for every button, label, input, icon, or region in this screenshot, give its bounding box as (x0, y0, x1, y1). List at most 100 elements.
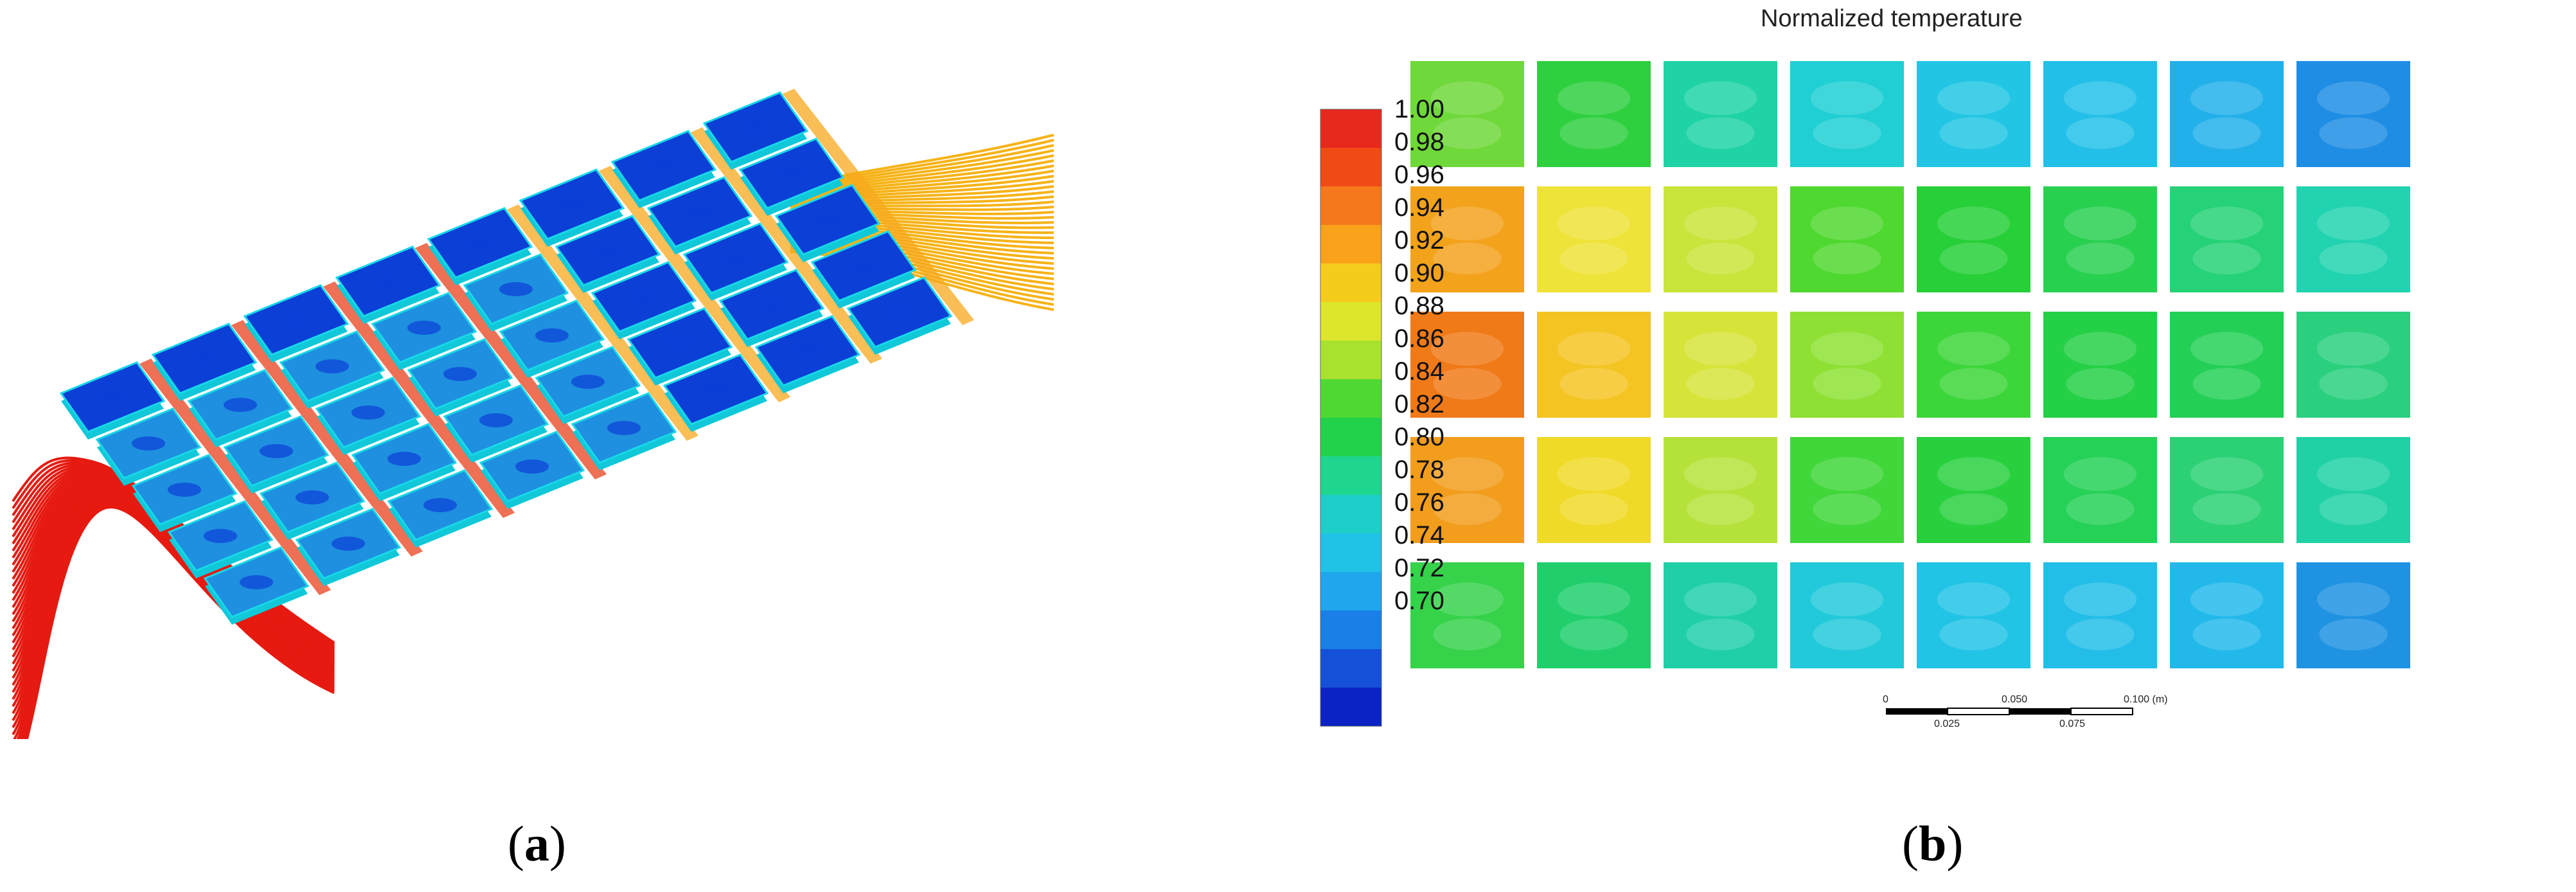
cooling-channel (415, 243, 607, 479)
colorbar-segment (1320, 688, 1381, 726)
colorbar-label: 0.98 (1394, 128, 1444, 156)
colorbar-label: 0.72 (1394, 554, 1444, 582)
contour-cell (1917, 562, 2030, 668)
colorbar-label: 0.70 (1394, 587, 1444, 615)
battery-cell (702, 91, 809, 170)
cooling-channel (783, 89, 974, 325)
colorbar-label: 0.78 (1394, 456, 1444, 484)
battery-cell (555, 215, 661, 293)
contour-cell (1664, 562, 1777, 668)
battery-cell (610, 130, 717, 208)
battery-cell (279, 330, 386, 409)
battery-cell (335, 245, 441, 324)
contour-cell (1537, 437, 1651, 543)
contour-cell (2296, 312, 2410, 418)
battery-cell (519, 168, 625, 247)
cooling-channel (139, 359, 331, 595)
battery-cell (167, 500, 274, 578)
cooling-channel (691, 127, 882, 364)
caption-a: (a) (508, 816, 566, 871)
colorbar-segment (1320, 572, 1381, 611)
battery-cell (187, 369, 294, 447)
contour-cell (2043, 562, 2157, 668)
scale-label-025: 0.025 (1934, 718, 1960, 729)
contour-cell (1917, 312, 2030, 418)
contour-cell (2170, 61, 2284, 167)
colorbar-segment (1320, 302, 1381, 341)
colorbar-label: 0.92 (1394, 226, 1444, 254)
battery-cell (151, 323, 258, 401)
colorbar-label: 0.86 (1394, 325, 1444, 353)
colorbar-segment (1320, 495, 1381, 533)
contour-cell (1790, 437, 1904, 543)
contour-cell (1410, 437, 1524, 543)
colorbar-segment (1320, 148, 1381, 186)
colorbar-label: 0.96 (1394, 161, 1444, 189)
contour-cell (1410, 312, 1524, 418)
cooling-channel (599, 166, 790, 402)
colorbar-label: 1.00 (1394, 95, 1444, 123)
battery-cell (295, 508, 402, 586)
colorbar-segment (1320, 109, 1381, 148)
colorbar-label: 0.82 (1394, 390, 1444, 418)
colorbar-segment (1320, 225, 1381, 263)
contour-cell (2170, 312, 2284, 418)
battery-cell (662, 353, 769, 432)
contour-cell (1790, 312, 1904, 418)
contour-cell (1790, 186, 1904, 292)
battery-module-3d-view (12, 89, 1054, 739)
colorbar-segment (1320, 379, 1381, 418)
contour-cell (1664, 186, 1777, 292)
battery-cell (754, 315, 861, 393)
battery-cell (131, 454, 238, 532)
contour-cell (1917, 437, 2030, 543)
battery-cell (738, 138, 845, 216)
battery-cell (351, 423, 457, 501)
contour-cell (1664, 61, 1777, 167)
battery-cell (718, 269, 825, 347)
contour-cell (1790, 562, 1904, 668)
battery-cell (243, 284, 350, 362)
colorbar-label: 0.80 (1394, 423, 1444, 451)
contour-cells (1410, 61, 2410, 668)
colorbar-label: 0.76 (1394, 488, 1444, 517)
battery-cell (95, 407, 202, 486)
colorbar-segment (1320, 341, 1381, 379)
colorbar-segment (1320, 186, 1381, 225)
battery-cell (223, 415, 330, 494)
battery-cell (387, 469, 493, 548)
battery-cell (315, 377, 422, 455)
battery-cell (646, 176, 753, 254)
contour-cell (2043, 312, 2157, 418)
colorbar-label: 0.88 (1394, 292, 1444, 320)
scale-label-050: 0.050 (2002, 694, 2028, 705)
contour-cell (1410, 61, 1524, 167)
colorbar-label: 0.84 (1394, 357, 1444, 386)
contour-cell (1537, 562, 1651, 668)
contour-cell (2043, 186, 2157, 292)
scale-label-0: 0 (1883, 694, 1888, 705)
contour-cell (2043, 61, 2157, 167)
colorbar-segment (1320, 649, 1381, 688)
cooling-channel (231, 320, 423, 557)
battery-cell (846, 276, 953, 355)
contour-cell (2296, 562, 2410, 668)
streamline (790, 170, 1054, 201)
battery-cell (810, 230, 917, 308)
battery-cell (626, 307, 733, 386)
cooling-channel (507, 204, 698, 441)
battery-cell (479, 431, 585, 509)
colorbar (1320, 109, 1382, 727)
battery-cell (407, 338, 513, 416)
battery-cell (371, 292, 477, 370)
figure-title: Normalized temperature (1761, 5, 2023, 32)
battery-cell (59, 361, 166, 440)
contour-cell (2043, 437, 2157, 543)
colorbar-segment (1320, 533, 1381, 572)
contour-cell (1410, 186, 1524, 292)
contour-cell (1537, 186, 1651, 292)
battery-cell (774, 184, 881, 262)
battery-cell (591, 261, 697, 339)
contour-cell (1790, 61, 1904, 167)
streamline (790, 251, 1054, 311)
